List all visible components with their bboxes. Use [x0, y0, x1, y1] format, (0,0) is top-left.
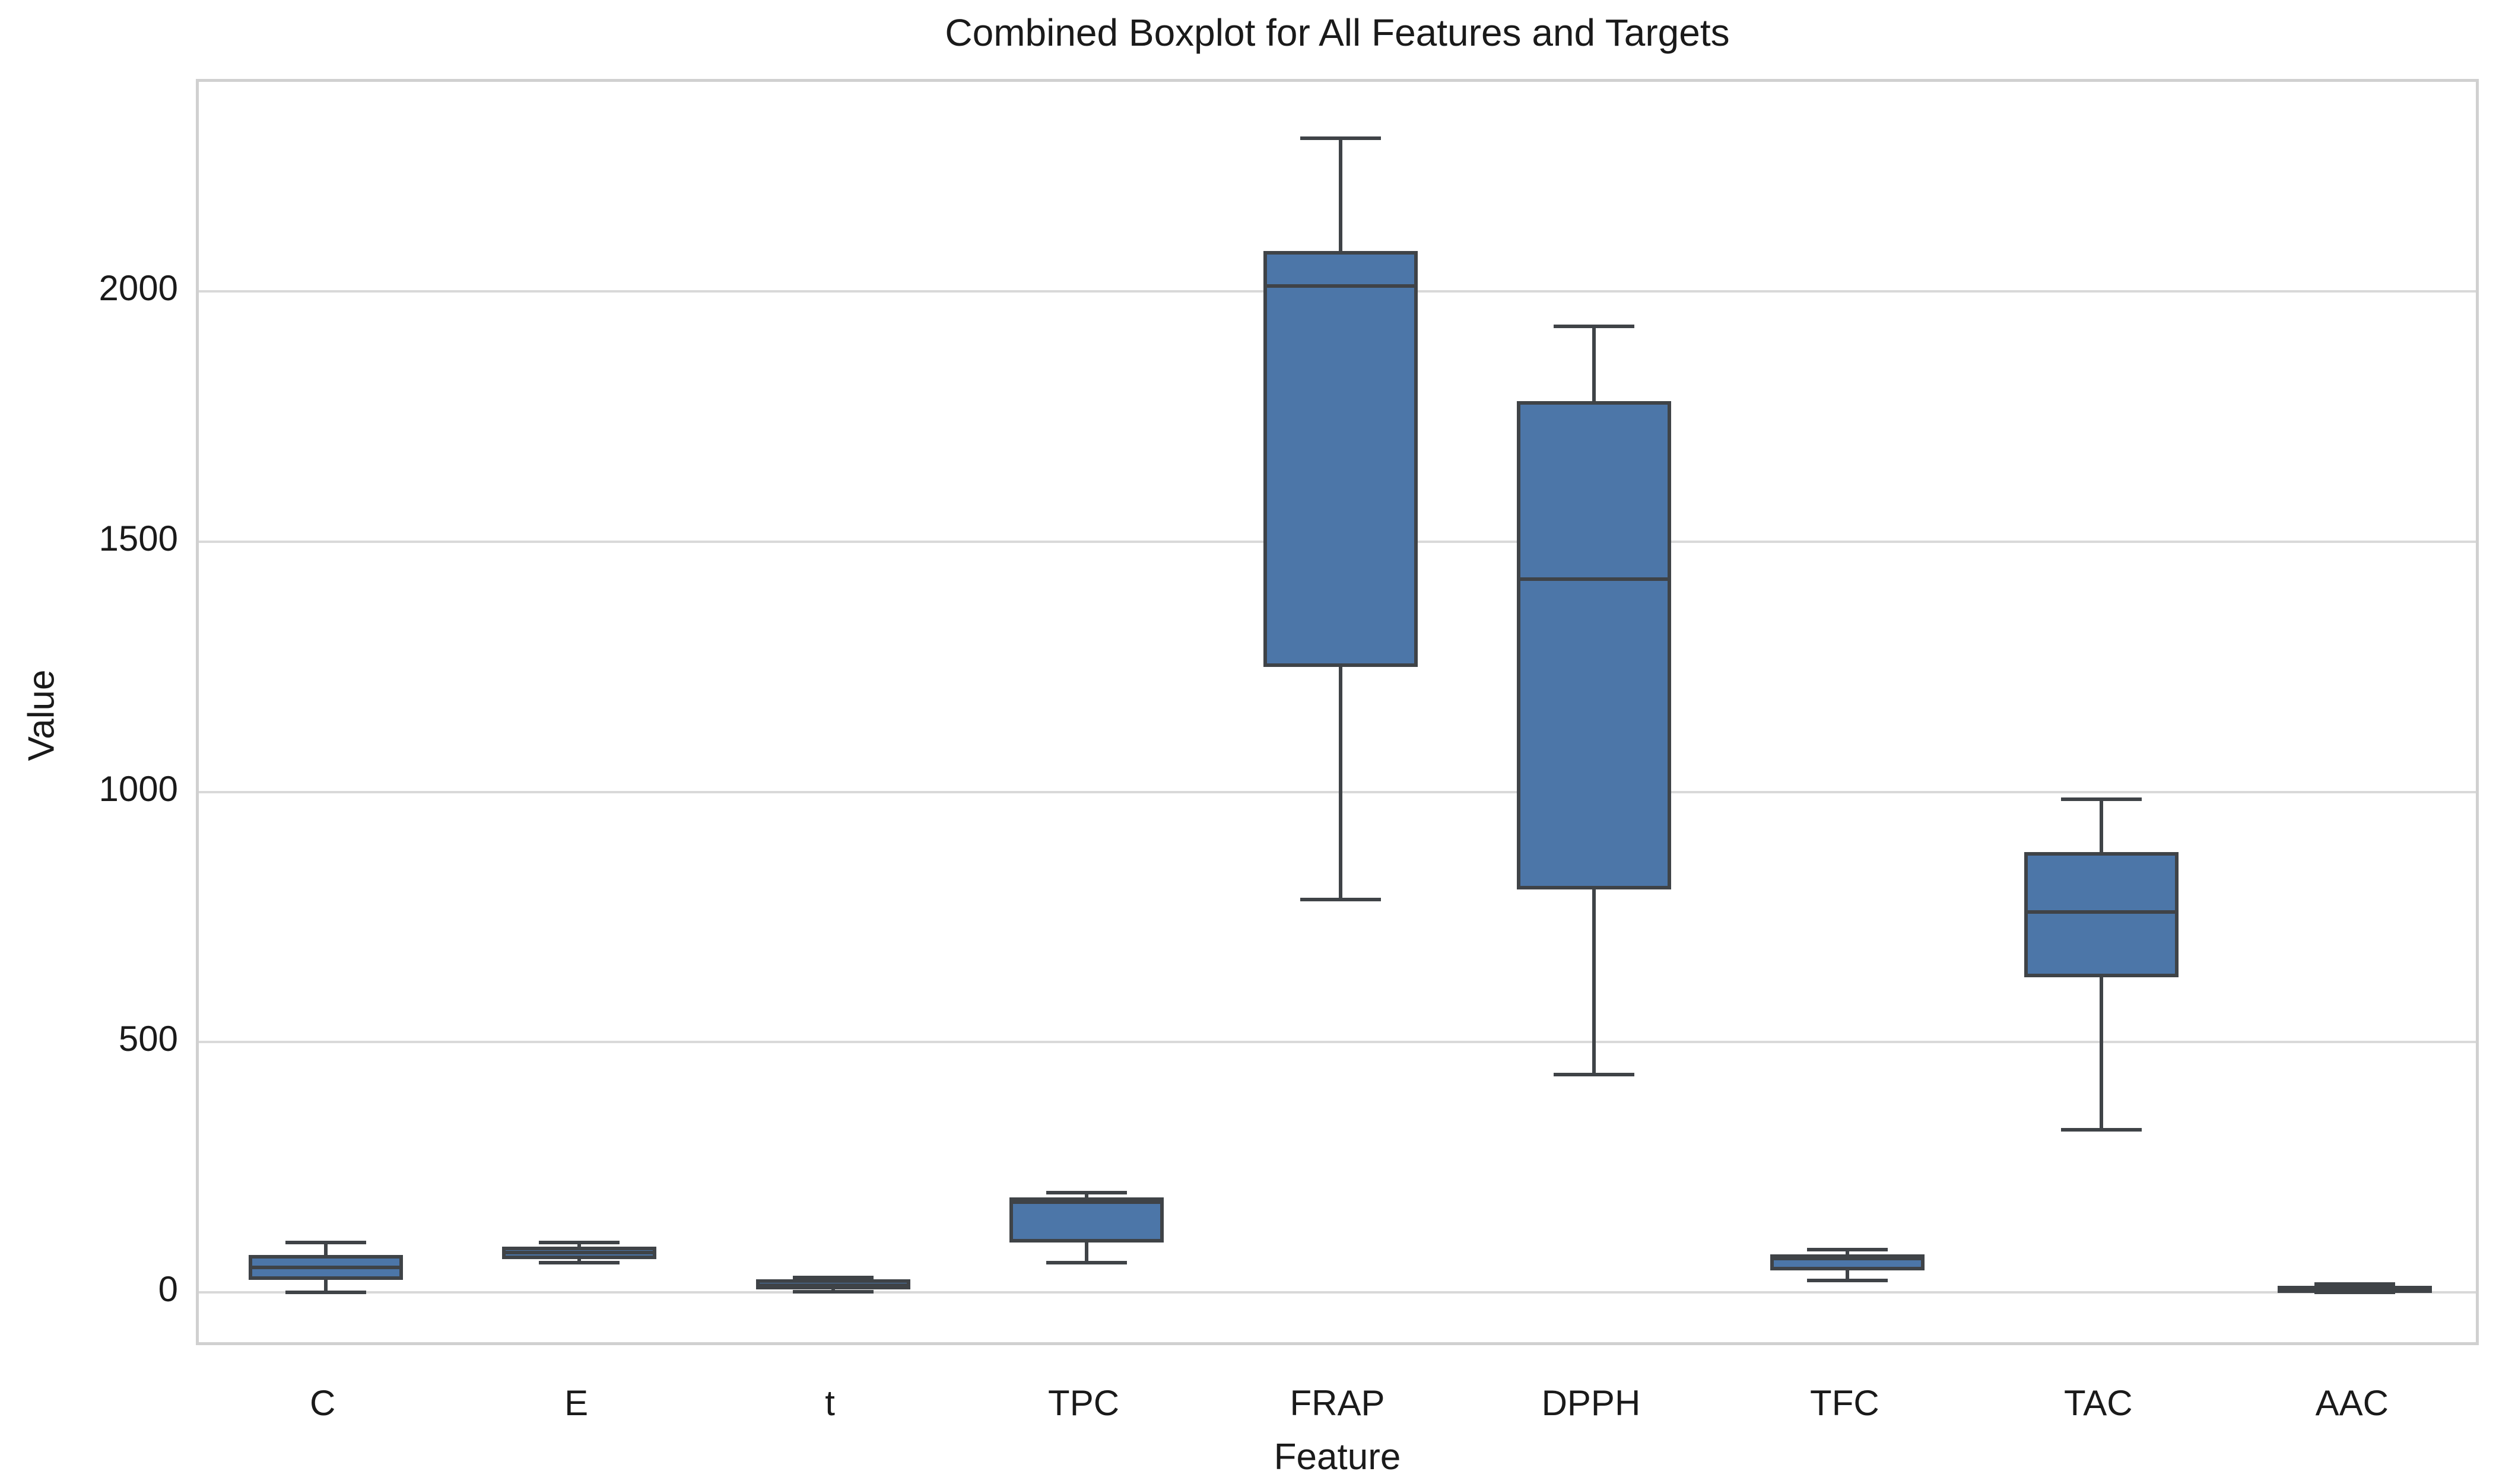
- x-axis-label: Feature: [1274, 1437, 1401, 1477]
- whisker-cap-top-DPPH: [1553, 324, 1634, 328]
- box-FRAP: [1263, 251, 1418, 667]
- whisker-cap-bottom-TAC: [2060, 1128, 2142, 1132]
- box-TPC: [1009, 1197, 1164, 1243]
- whisker-cap-bottom-FRAP: [1300, 897, 1381, 901]
- whisker-cap-bottom-TFC: [1807, 1279, 1888, 1283]
- median-TPC: [1009, 1200, 1164, 1205]
- median-C: [248, 1266, 403, 1270]
- whisker-lower-C: [323, 1280, 328, 1293]
- whisker-lower-DPPH: [1592, 889, 1596, 1075]
- x-tick-label-AAC: AAC: [2315, 1383, 2389, 1423]
- box-TAC: [2024, 851, 2179, 977]
- whisker-cap-top-C: [285, 1240, 366, 1244]
- chart-title: Combined Boxplot for All Features and Ta…: [945, 11, 1730, 54]
- median-DPPH: [1516, 577, 1671, 581]
- whisker-upper-TAC: [2099, 799, 2103, 852]
- x-tick-label-TPC: TPC: [1048, 1383, 1120, 1423]
- whisker-cap-top-E: [539, 1240, 620, 1244]
- whisker-cap-bottom-C: [285, 1291, 366, 1295]
- whisker-cap-bottom-t: [792, 1289, 874, 1294]
- gridline-500: [199, 1041, 2476, 1044]
- x-tick-label-t: t: [825, 1383, 835, 1423]
- whisker-cap-top-FRAP: [1300, 136, 1381, 141]
- x-tick-label-TFC: TFC: [1810, 1383, 1879, 1423]
- x-tick-label-TAC: TAC: [2064, 1383, 2133, 1423]
- x-tick-label-C: C: [310, 1383, 336, 1423]
- median-E: [502, 1250, 657, 1254]
- whisker-upper-C: [323, 1242, 328, 1256]
- box-DPPH: [1516, 401, 1671, 890]
- y-tick-label-0: 0: [158, 1269, 178, 1310]
- median-t: [755, 1283, 910, 1287]
- whisker-upper-DPPH: [1592, 326, 1596, 402]
- whisker-lower-TAC: [2099, 977, 2103, 1130]
- y-tick-label-1500: 1500: [99, 518, 178, 558]
- whisker-cap-bottom-TPC: [1046, 1260, 1128, 1264]
- whisker-cap-top-t: [792, 1276, 874, 1280]
- median-TFC: [1770, 1256, 1925, 1260]
- whisker-upper-FRAP: [1338, 138, 1342, 252]
- whisker-cap-top-TPC: [1046, 1190, 1128, 1194]
- whisker-upper-E: [577, 1242, 582, 1247]
- gridline-0: [199, 1291, 2476, 1294]
- whisker-cap-top-TAC: [2060, 797, 2142, 802]
- median-FRAP: [1263, 284, 1418, 288]
- y-tick-label-1000: 1000: [99, 768, 178, 809]
- x-tick-label-DPPH: DPPH: [1541, 1383, 1641, 1423]
- gridline-1000: [199, 790, 2476, 793]
- median-TAC: [2024, 910, 2179, 914]
- whisker-cap-top-AAC: [2314, 1282, 2396, 1286]
- whisker-upper-TPC: [1085, 1192, 1089, 1197]
- whisker-cap-bottom-E: [539, 1260, 620, 1264]
- median-AAC: [2278, 1286, 2433, 1291]
- whisker-lower-TPC: [1085, 1242, 1089, 1263]
- y-tick-label-500: 500: [118, 1019, 178, 1059]
- plot-area: [196, 79, 2479, 1345]
- whisker-upper-TFC: [1846, 1249, 1850, 1255]
- whisker-cap-top-TFC: [1807, 1247, 1888, 1251]
- y-axis-label: Value: [21, 669, 62, 761]
- whisker-lower-TFC: [1846, 1270, 1850, 1281]
- x-tick-label-FRAP: FRAP: [1290, 1383, 1385, 1423]
- whisker-cap-bottom-DPPH: [1553, 1073, 1634, 1077]
- x-tick-label-E: E: [564, 1383, 589, 1423]
- whisker-lower-FRAP: [1338, 666, 1342, 900]
- y-tick-label-2000: 2000: [99, 268, 178, 308]
